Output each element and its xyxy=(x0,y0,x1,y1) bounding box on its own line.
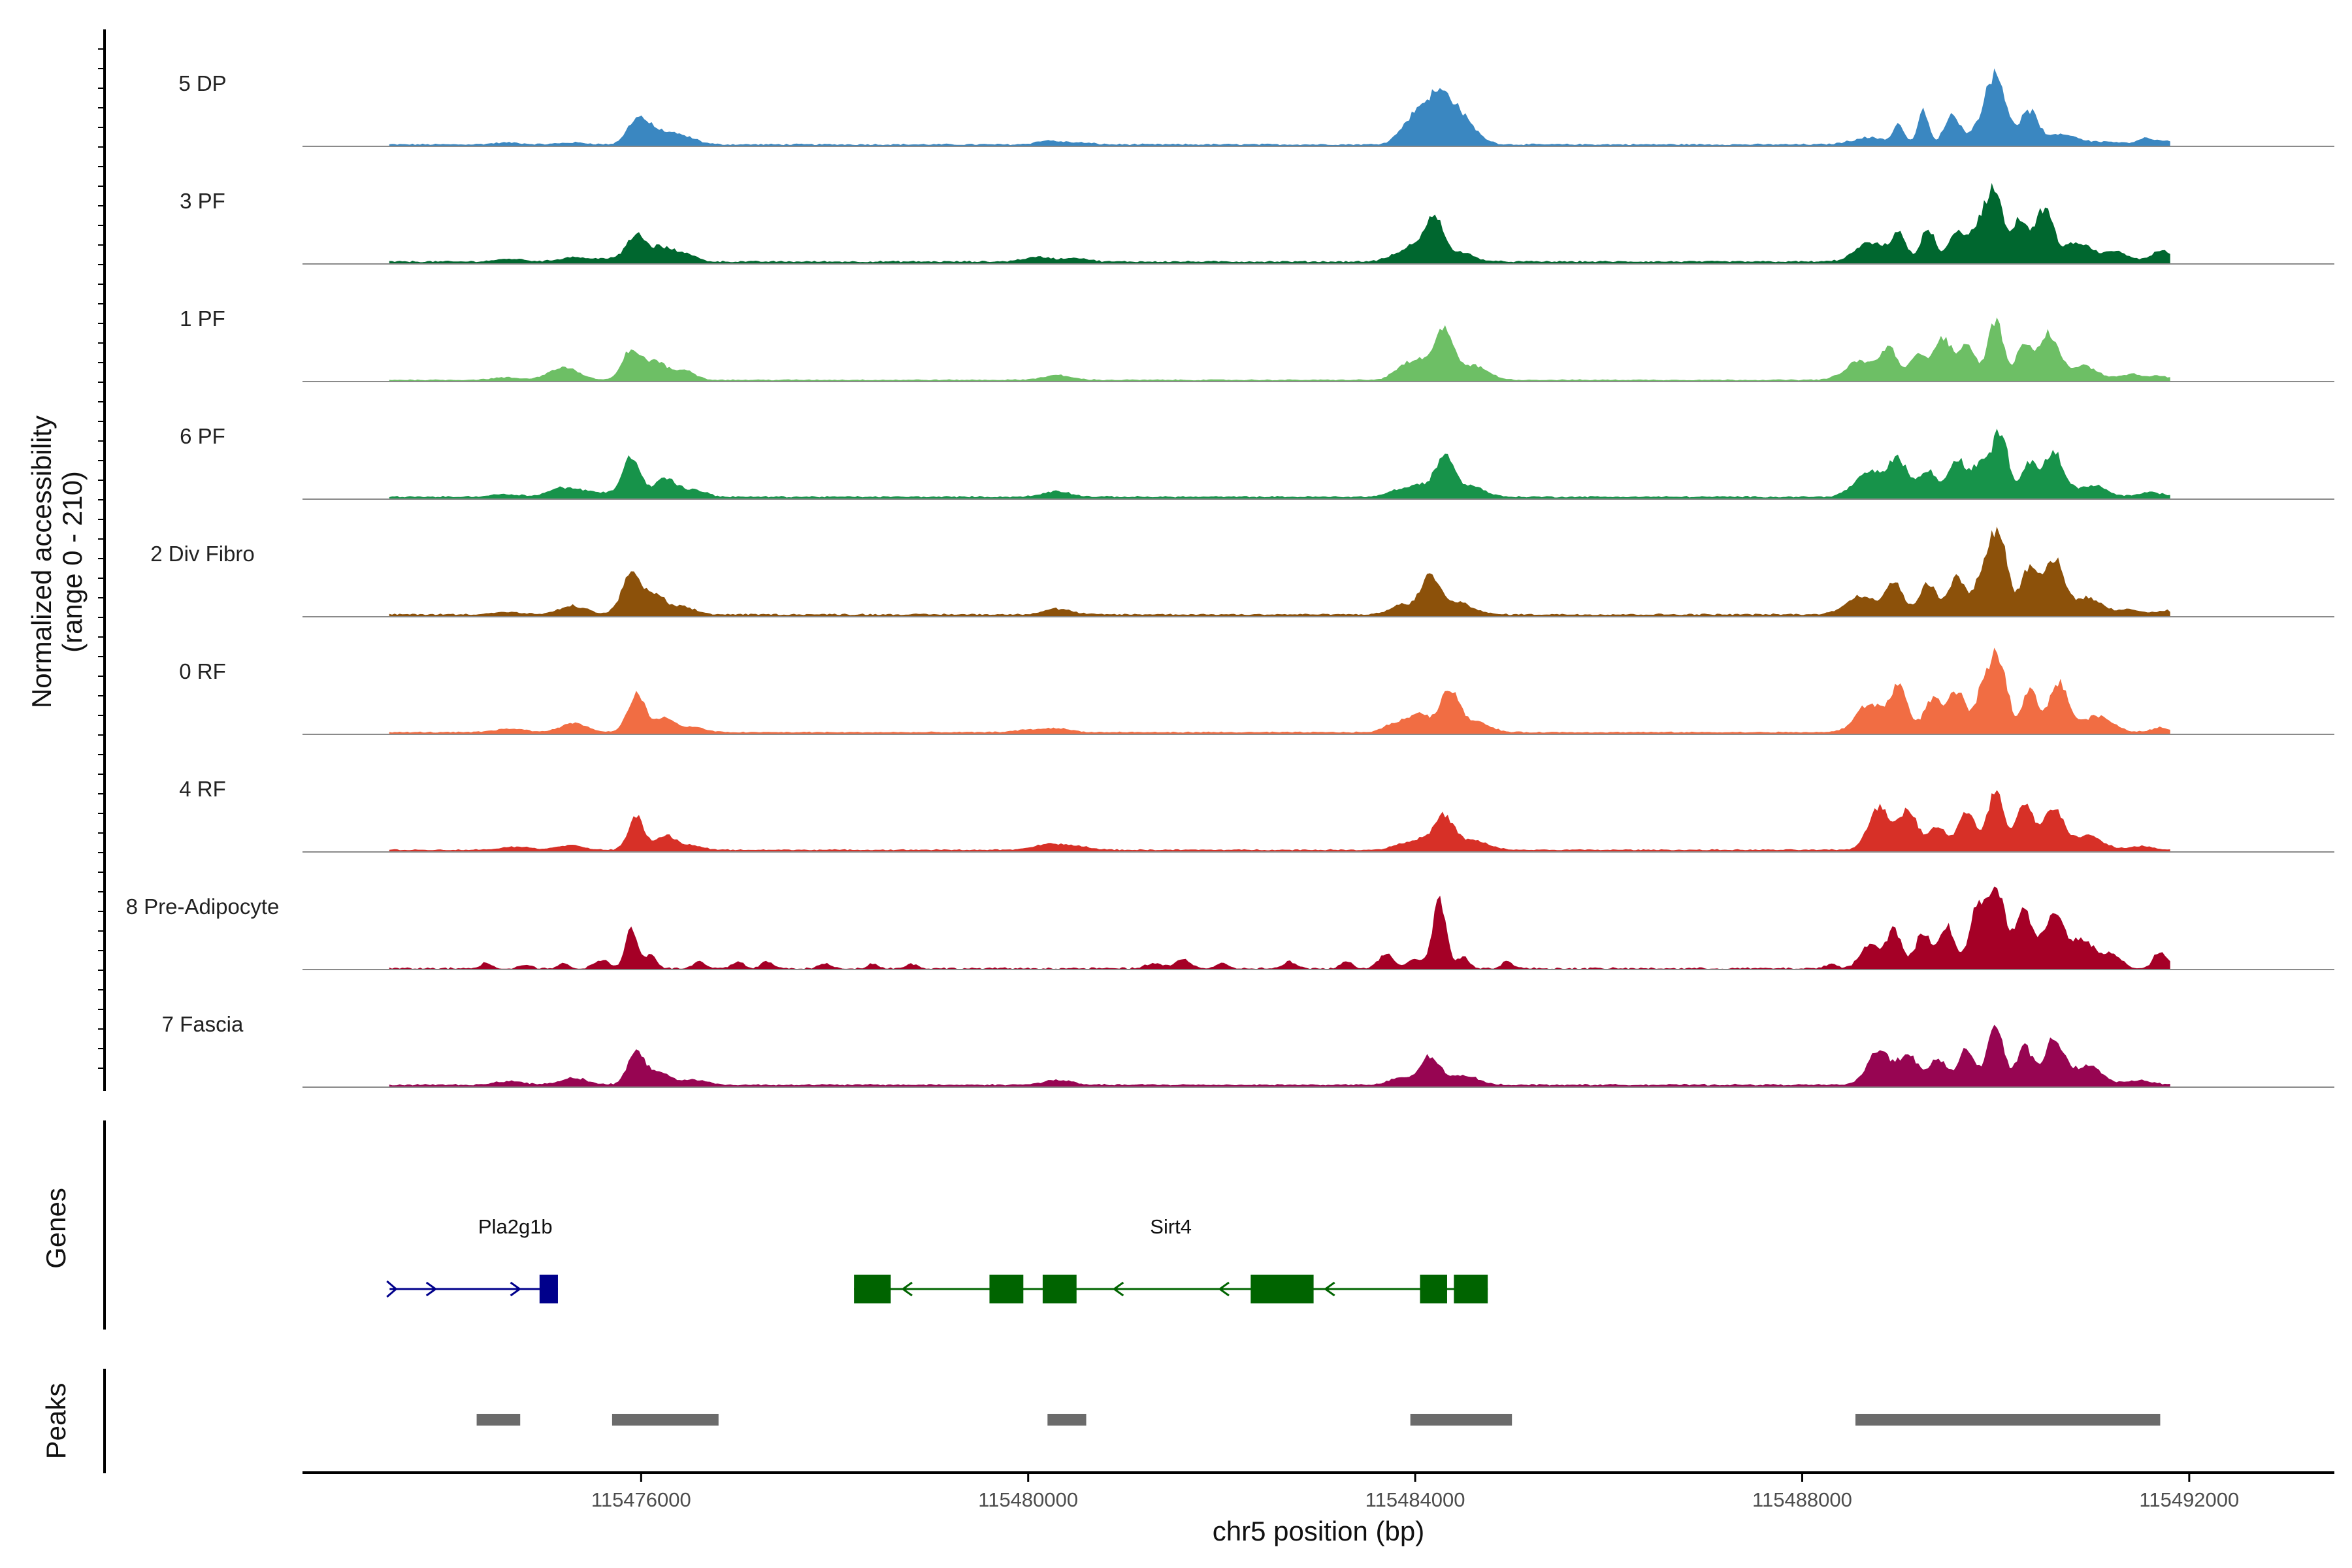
track-label: 7 Fascia xyxy=(162,1012,244,1036)
track-5: 2 Div Fibro xyxy=(150,527,2334,617)
strand-arrow xyxy=(425,1281,438,1297)
strand-arrow xyxy=(1112,1281,1124,1297)
coverage-area xyxy=(389,183,2170,265)
x-axis: 115476000 115480000 115484000 115488000 1154… xyxy=(302,1471,2334,1511)
track-7: 4 RF xyxy=(179,777,2334,853)
x-axis-title: chr5 position (bp) xyxy=(1213,1516,1425,1546)
track-label: 2 Div Fibro xyxy=(150,542,255,566)
exon xyxy=(539,1275,558,1303)
track-2: 3 PF xyxy=(180,183,2334,265)
coverage-area xyxy=(389,1024,2170,1088)
exon xyxy=(1250,1275,1314,1303)
coverage-area xyxy=(389,790,2170,853)
y-axis-range-label: (range 0 - 210) xyxy=(57,471,88,653)
genes-panel-title: Genes xyxy=(41,1188,71,1269)
coverage-tracks: 5 DP 3 PF 1 PF 6 PF 2 Div Fibro 0 RF 4 RF 8 Pre… xyxy=(126,68,2334,1088)
track-1: 5 DP xyxy=(178,68,2334,147)
y-axis xyxy=(98,29,106,1091)
exon xyxy=(1454,1275,1488,1303)
peak-region xyxy=(476,1414,521,1426)
strand-arrow xyxy=(1218,1281,1230,1297)
peaks-panel xyxy=(103,1369,2161,1473)
coverage-area xyxy=(389,317,2170,382)
x-tick-label: 115480000 xyxy=(978,1488,1078,1511)
strand-arrow xyxy=(510,1281,522,1297)
x-tick-label: 115476000 xyxy=(591,1488,691,1511)
coverage-area xyxy=(389,887,2170,970)
coverage-area xyxy=(389,68,2170,147)
x-tick-label: 115484000 xyxy=(1365,1488,1465,1511)
track-label: 6 PF xyxy=(180,424,225,448)
track-9: 7 Fascia xyxy=(162,1012,2334,1088)
track-label: 3 PF xyxy=(180,189,225,213)
peak-region xyxy=(1047,1414,1086,1426)
genes-panel: Pla2g1b Sirt4 xyxy=(103,1120,1488,1330)
coverage-area xyxy=(389,429,2170,500)
x-tick-label: 115492000 xyxy=(2139,1488,2239,1511)
track-3: 1 PF xyxy=(180,306,2334,382)
track-label: 0 RF xyxy=(179,659,226,683)
gene-label: Sirt4 xyxy=(1150,1215,1192,1238)
x-tick-label: 115488000 xyxy=(1752,1488,1852,1511)
gene-pla2g1b: Pla2g1b xyxy=(386,1215,558,1303)
strand-arrow xyxy=(901,1281,913,1297)
exon xyxy=(1042,1275,1077,1303)
track-label: 1 PF xyxy=(180,306,225,331)
peak-region xyxy=(1855,1414,2161,1426)
peaks-panel-title: Peaks xyxy=(41,1383,71,1460)
exon xyxy=(854,1275,891,1303)
peak-region xyxy=(1410,1414,1512,1426)
track-4: 6 PF xyxy=(180,424,2334,500)
strand-arrow xyxy=(1324,1281,1335,1297)
coverage-area xyxy=(389,647,2170,735)
exon xyxy=(989,1275,1024,1303)
peak-region xyxy=(612,1414,719,1426)
strand-arrow xyxy=(386,1280,398,1298)
gene-sirt4: Sirt4 xyxy=(854,1215,1488,1303)
coverage-area xyxy=(389,527,2170,617)
track-label: 4 RF xyxy=(179,777,226,801)
y-axis-title: Normalized accessibility xyxy=(26,416,57,708)
track-6: 0 RF xyxy=(179,647,2334,735)
gene-label: Pla2g1b xyxy=(478,1215,553,1238)
track-label: 8 Pre-Adipocyte xyxy=(126,894,280,919)
exon xyxy=(1420,1275,1447,1303)
track-label: 5 DP xyxy=(178,71,226,95)
track-8: 8 Pre-Adipocyte xyxy=(126,887,2334,970)
